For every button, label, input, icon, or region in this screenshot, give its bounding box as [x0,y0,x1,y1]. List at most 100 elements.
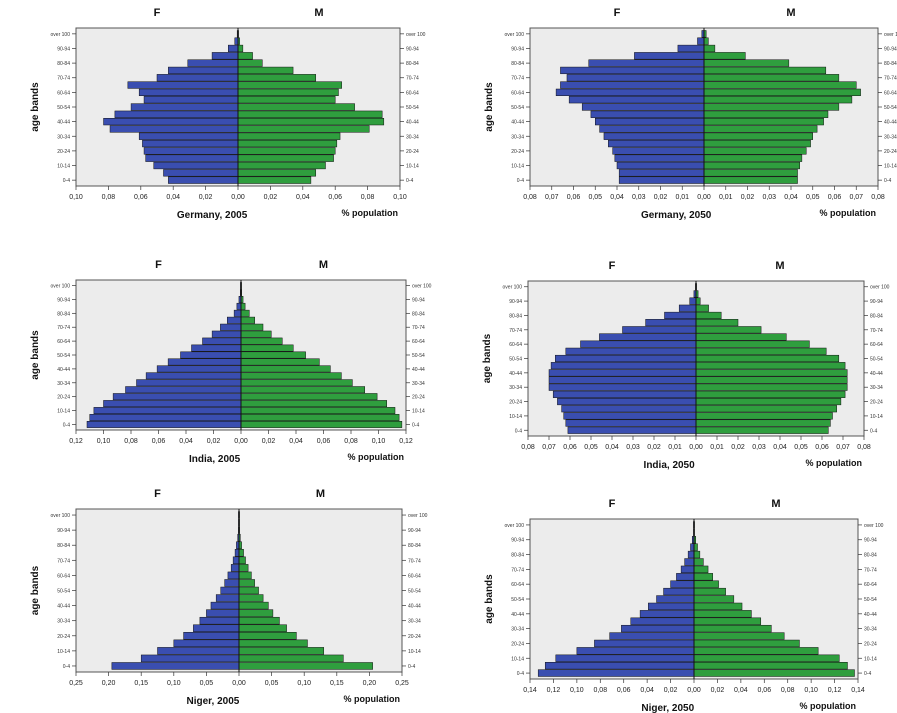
xunit-label: % population [348,452,405,462]
bar-female [576,647,695,655]
ytick-label-left: 10-14 [509,414,522,420]
bar-male [240,337,283,345]
bar-male [237,139,338,148]
bar-male [237,59,263,67]
ytick-label-right: 70-74 [864,567,877,573]
xtick-label: 0,00 [689,444,703,451]
ytick-label-right: 20-24 [408,634,421,640]
ytick-label-left: 40-44 [511,612,524,618]
bar-female [678,304,697,312]
bar-male [240,407,396,415]
ytick-label-right: 10-14 [884,164,897,170]
bar-male [238,662,373,670]
bar-female [180,351,242,359]
bar-female [202,337,242,345]
bar-male [695,376,848,384]
ytick-label-right: 60-64 [864,582,877,588]
ytick-label-left: 60-64 [57,90,70,96]
bar-male [703,176,798,184]
bar-female [224,579,240,587]
bar-male [693,654,840,662]
bar-female [599,125,705,133]
bar-male [237,52,253,60]
ytick-label-left: 50-54 [511,105,524,111]
xtick-label: 0,08 [361,194,375,201]
ytick-label-right: 50-54 [864,597,877,603]
ytick-label-right: 10-14 [870,414,883,420]
bar-male [695,297,701,305]
bar-male [695,340,810,348]
ylabel: age bands [30,82,41,132]
bar-female [552,390,697,398]
bar-female [199,616,240,625]
bar-male [693,662,848,670]
ytick-label-left: 70-74 [57,325,70,331]
bar-female [560,81,705,89]
bar-male [238,654,344,663]
ytick-label-left: 60-64 [511,90,524,96]
pyramid-panel-2: F M 0-4 0-4 10-14 10-14 20-24 20-24 30-34 30-34 40… [30,259,432,465]
ytick-label-right: 30-34 [864,627,877,633]
bar-female [639,610,695,618]
ytick-label-left: 80-84 [57,61,70,67]
bar-female [555,354,697,363]
xtick-label: 0,03 [632,194,646,201]
xtick-label: 0,06 [757,687,771,694]
bar-male [238,601,269,610]
bar-male [237,44,244,53]
bar-female [677,44,705,53]
bar-male [240,400,387,408]
bar-female [142,139,239,148]
xtick-label: 0,07 [545,194,559,201]
ytick-label-right: 10-14 [408,649,421,655]
ytick-label-right: over 100 [870,285,890,291]
bar-male [703,74,840,82]
bar-female [612,147,705,155]
xunit-label: % population [820,208,877,218]
ytick-label-right: over 100 [408,513,428,519]
xtick-label: 0,00 [697,194,711,201]
bar-male [703,169,798,177]
xtick-label: 0,08 [344,438,358,445]
ytick-label-right: 90-94 [412,297,425,303]
bar-female [687,550,695,559]
ytick-label-left: 50-54 [57,589,70,595]
xtick-label: 0,02 [207,438,221,445]
bar-female [645,319,697,327]
ytick-label-left: 70-74 [509,328,522,334]
bar-male [695,369,848,377]
bar-female [680,565,695,574]
ytick-label-left: 90-94 [57,528,70,534]
ytick-label-left: 90-94 [57,46,70,52]
bar-female [544,662,695,670]
bar-male [693,550,701,559]
ytick-label-left: 40-44 [509,371,522,377]
chart-title: Germany, 2005 [177,210,248,221]
ytick-label-left: 70-74 [511,567,524,573]
bar-female [233,309,242,317]
xtick-label: 0,08 [781,687,795,694]
ytick-label-right: 20-24 [864,641,877,647]
bar-male [695,333,787,341]
bar-male [238,571,252,580]
bar-female [220,586,240,595]
xtick-label: 0,04 [289,438,303,445]
ytick-label-right: 80-84 [412,311,425,317]
ytick-label-left: over 100 [505,32,525,38]
ytick-label-left: 50-54 [511,597,524,603]
bar-female [697,37,705,45]
bar-female [561,405,697,413]
female-label: F [614,7,621,19]
ytick-label-right: 30-34 [408,619,421,625]
bar-female [156,74,239,82]
xtick-label: 0,08 [521,444,535,451]
xtick-label: 0,00 [687,687,701,694]
bar-male [240,393,378,401]
ytick-label-left: 40-44 [57,367,70,373]
ytick-label-right: 40-44 [864,612,877,618]
bar-male [695,319,739,327]
xtick-label: 0,01 [719,194,733,201]
ytick-label-left: 30-34 [57,134,70,140]
bar-male [703,161,800,170]
